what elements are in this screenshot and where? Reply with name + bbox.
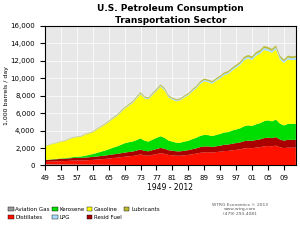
Title: U.S. Petroleum Consumption
Transportation Sector: U.S. Petroleum Consumption Transportatio… <box>97 4 244 25</box>
Y-axis label: 1,000 barrels / day: 1,000 barrels / day <box>4 66 9 125</box>
Text: WTRG Economics © 2013
www.wtrg.com
(479) 293-4081: WTRG Economics © 2013 www.wtrg.com (479)… <box>212 203 268 216</box>
Legend: Aviation Gas, Distillates, Kerosene, LPG, Gasoline, Resid Fuel, Lubricants: Aviation Gas, Distillates, Kerosene, LPG… <box>6 205 162 222</box>
X-axis label: 1949 - 2012: 1949 - 2012 <box>147 182 194 191</box>
